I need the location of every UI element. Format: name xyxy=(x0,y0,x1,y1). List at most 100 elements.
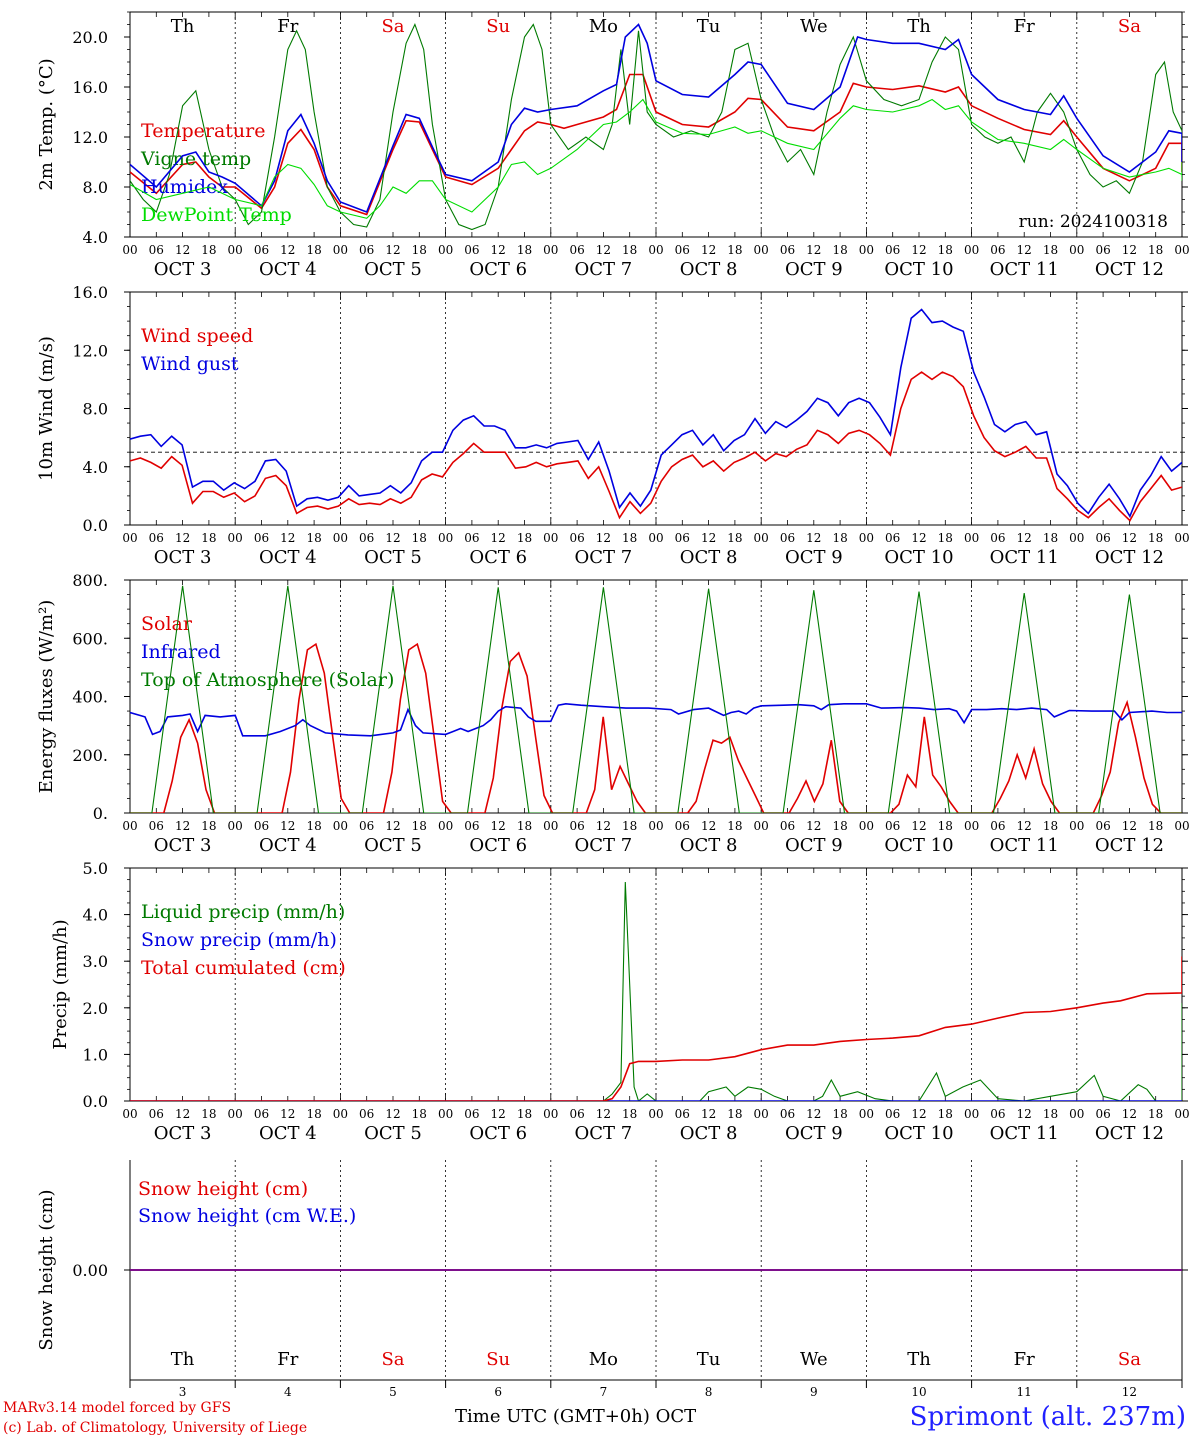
x-hour-label: 00 xyxy=(438,819,453,833)
x-hour-label: 00 xyxy=(543,531,558,545)
series-line-wind-gust xyxy=(130,308,1182,519)
x-hour-label: 18 xyxy=(306,819,321,833)
panel-5: 3 Th 4 Fr 5 Sa 6 Su 7 Mo 8 Tu 9 We 10 Th 11 Fr 12 Sa 0.00 Sno… xyxy=(36,1160,1188,1399)
x-hour-label: 18 xyxy=(201,819,216,833)
x-hour-label: 18 xyxy=(517,243,532,257)
x-hour-label: 12 xyxy=(1122,531,1137,545)
x-hour-label: 06 xyxy=(464,243,479,257)
series-line-wind-speed xyxy=(130,371,1182,522)
x-hour-label: 12 xyxy=(1122,819,1137,833)
x-date-label: OCT 12 xyxy=(1095,259,1164,280)
x-hour-label: 06 xyxy=(1095,819,1110,833)
x-hour-label: 06 xyxy=(569,243,584,257)
x-date-label: OCT 12 xyxy=(1095,835,1164,856)
legend-entry: Solar xyxy=(141,613,193,635)
y-tick-label: 12.0 xyxy=(72,341,108,360)
x-hour-label: 00 xyxy=(122,1107,137,1121)
x-hour-label: 18 xyxy=(201,1107,216,1121)
x-date-label: OCT 10 xyxy=(884,547,953,568)
x-hour-label: 00 xyxy=(333,819,348,833)
y-tick-label: 5.0 xyxy=(83,859,108,878)
x-hour-label: 06 xyxy=(1095,1107,1110,1121)
x-hour-label: 06 xyxy=(885,243,900,257)
x-day-number: 6 xyxy=(494,1385,502,1399)
y-tick-label: 8.0 xyxy=(83,400,108,419)
x-hour-label: 18 xyxy=(517,1107,532,1121)
x-date-label: OCT 4 xyxy=(259,259,317,280)
y-tick-label: 0.0 xyxy=(83,1092,108,1111)
x-hour-label: 06 xyxy=(359,531,374,545)
x-hour-label: 06 xyxy=(149,531,164,545)
x-hour-label: 06 xyxy=(464,531,479,545)
x-hour-label: 12 xyxy=(911,531,926,545)
x-hour-label: 06 xyxy=(464,1107,479,1121)
day-of-week-label: Fr xyxy=(277,1349,298,1370)
x-hour-label: 00 xyxy=(122,531,137,545)
y-axis-label: 10m Wind (m/s) xyxy=(36,336,57,481)
y-tick-label: 0.00 xyxy=(72,1261,108,1280)
x-hour-label: 12 xyxy=(596,531,611,545)
y-tick-label: 0.0 xyxy=(83,516,108,535)
y-tick-label: 800. xyxy=(72,571,108,590)
x-hour-label: 12 xyxy=(280,1107,295,1121)
series-line-solar xyxy=(130,642,1182,813)
day-of-week-label: Tu xyxy=(697,1349,721,1370)
x-hour-label: 18 xyxy=(727,531,742,545)
day-of-week-label: Fr xyxy=(1014,16,1035,37)
x-hour-label: 06 xyxy=(149,1107,164,1121)
series-line-dewpoint-temp xyxy=(130,98,1182,219)
x-hour-label: 00 xyxy=(648,531,663,545)
x-hour-label: 00 xyxy=(859,243,874,257)
x-hour-label: 12 xyxy=(491,819,506,833)
x-hour-label: 18 xyxy=(938,1107,953,1121)
x-hour-label: 00 xyxy=(648,1107,663,1121)
day-of-week-label: Sa xyxy=(1118,16,1141,37)
x-hour-label: 12 xyxy=(385,531,400,545)
day-of-week-label: Mo xyxy=(589,1349,618,1370)
x-hour-label: 12 xyxy=(806,819,821,833)
x-date-label: OCT 6 xyxy=(469,259,527,280)
x-date-label: OCT 8 xyxy=(680,259,738,280)
legend-entry: Snow precip (mm/h) xyxy=(141,929,337,951)
x-hour-label: 12 xyxy=(491,531,506,545)
x-hour-label: 06 xyxy=(780,531,795,545)
x-hour-label: 18 xyxy=(412,819,427,833)
x-day-number: 4 xyxy=(284,1385,292,1399)
y-tick-label: 16.0 xyxy=(72,283,108,302)
series-line-infrared xyxy=(130,702,1182,737)
y-axis-label: Energy fluxes (W/m²) xyxy=(36,600,57,794)
x-date-label: OCT 5 xyxy=(364,835,422,856)
x-hour-label: 00 xyxy=(543,1107,558,1121)
x-date-label: OCT 4 xyxy=(259,1123,317,1144)
x-hour-label: 12 xyxy=(491,1107,506,1121)
x-hour-label: 12 xyxy=(1122,1107,1137,1121)
series-line-humidex xyxy=(130,23,1182,214)
series-line-temperature xyxy=(130,73,1182,216)
x-hour-label: 18 xyxy=(412,1107,427,1121)
footer-model-credit: MARv3.14 model forced by GFS xyxy=(3,1400,232,1416)
x-date-label: OCT 3 xyxy=(154,259,212,280)
x-date-label: OCT 6 xyxy=(469,547,527,568)
x-hour-label: 06 xyxy=(675,819,690,833)
x-hour-label: 00 xyxy=(1174,1107,1189,1121)
panel-3: 00 06 12 18 OCT 3 00 06 12 18 OCT 4 00 06 12 18 OCT 5 0… xyxy=(36,571,1190,856)
x-hour-label: 12 xyxy=(175,1107,190,1121)
x-hour-label: 12 xyxy=(1122,243,1137,257)
y-tick-label: 3.0 xyxy=(83,952,108,971)
x-date-label: OCT 5 xyxy=(364,1123,422,1144)
x-date-label: OCT 5 xyxy=(364,259,422,280)
x-hour-label: 00 xyxy=(333,531,348,545)
x-hour-label: 06 xyxy=(569,819,584,833)
x-hour-label: 12 xyxy=(1017,1107,1032,1121)
x-date-label: OCT 11 xyxy=(990,1123,1059,1144)
x-hour-label: 12 xyxy=(280,243,295,257)
x-hour-label: 00 xyxy=(754,531,769,545)
x-hour-label: 12 xyxy=(1017,531,1032,545)
x-date-label: OCT 11 xyxy=(990,259,1059,280)
x-hour-label: 18 xyxy=(832,531,847,545)
legend-entry: Wind gust xyxy=(141,353,239,375)
x-hour-label: 18 xyxy=(1148,819,1163,833)
x-hour-label: 12 xyxy=(806,1107,821,1121)
x-date-label: OCT 7 xyxy=(575,259,633,280)
run-label: run: 2024100318 xyxy=(1019,212,1168,232)
